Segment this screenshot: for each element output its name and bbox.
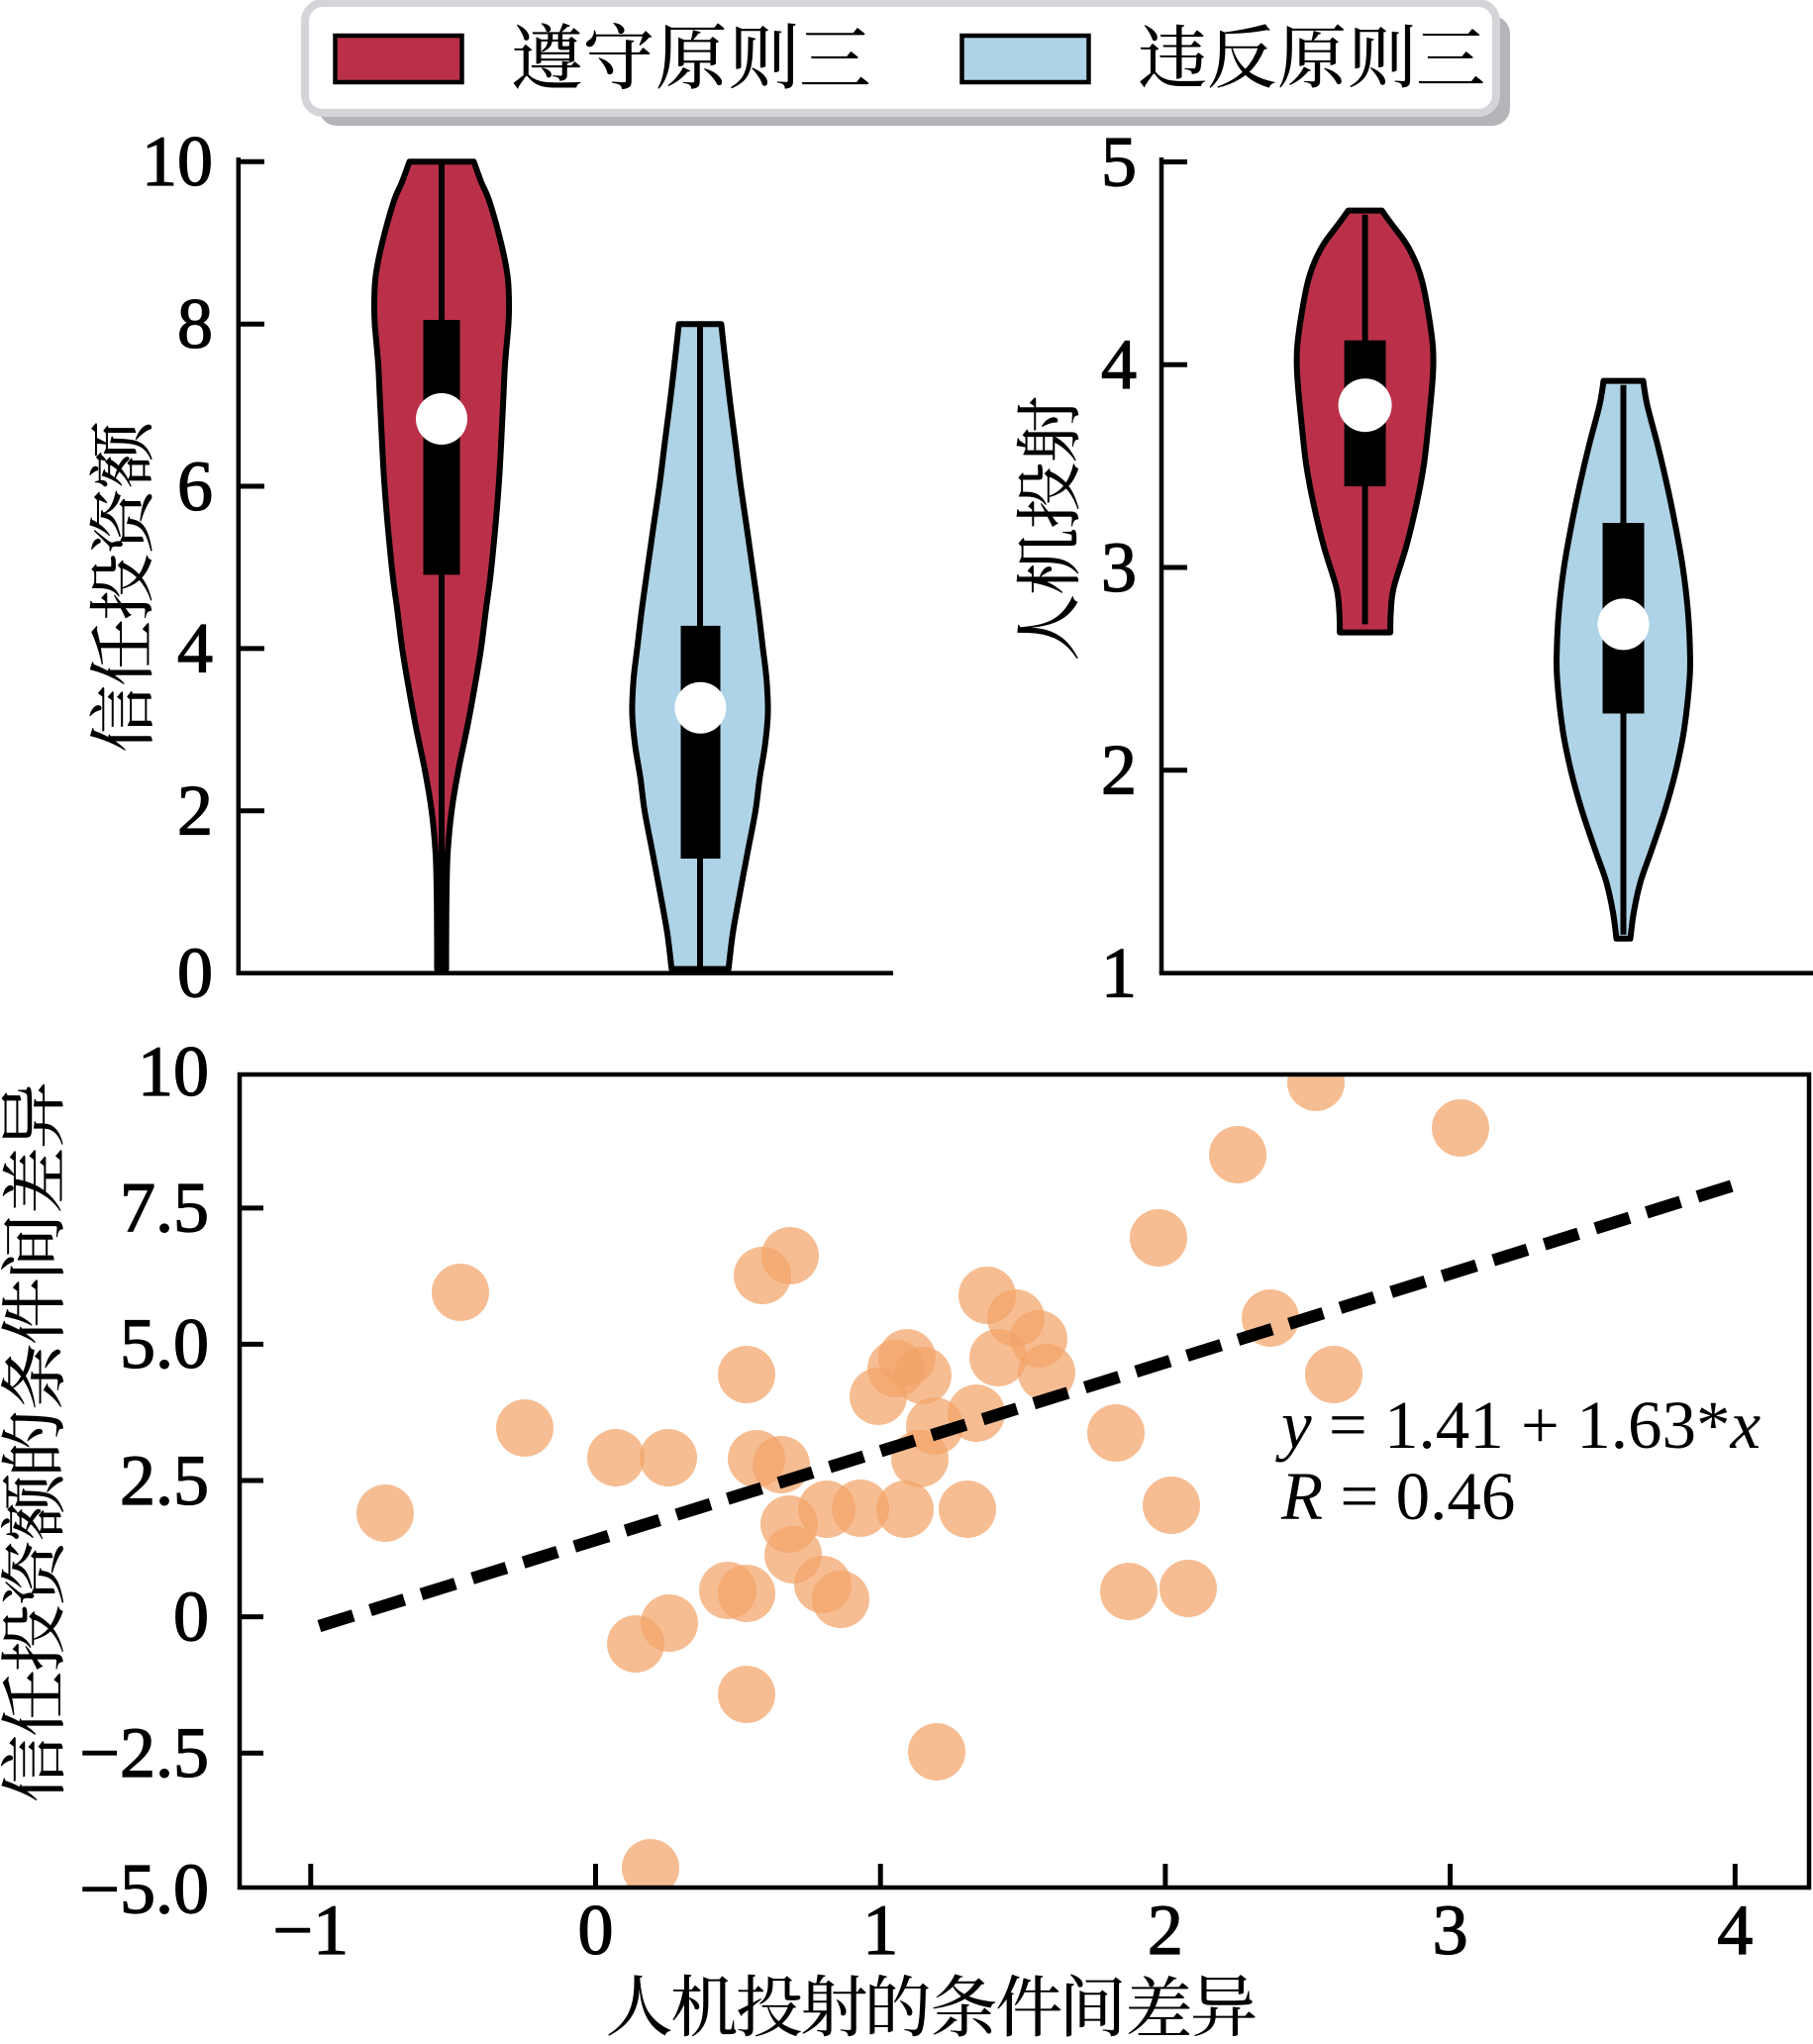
svg-text:1: 1 xyxy=(862,1891,898,1970)
svg-text:1: 1 xyxy=(1101,933,1137,1012)
svg-text:10: 10 xyxy=(142,122,213,201)
svg-text:2: 2 xyxy=(1148,1891,1183,1970)
svg-text:R = 0.46: R = 0.46 xyxy=(1280,1459,1515,1534)
svg-text:10: 10 xyxy=(138,1032,209,1111)
svg-text:−5.0: −5.0 xyxy=(79,1850,209,1929)
svg-text:6: 6 xyxy=(177,447,213,526)
svg-text:5: 5 xyxy=(1101,122,1137,201)
svg-text:2: 2 xyxy=(177,771,213,851)
svg-text:4: 4 xyxy=(1101,325,1137,404)
svg-text:0: 0 xyxy=(177,933,213,1012)
svg-text:−1: −1 xyxy=(272,1891,349,1970)
svg-text:0: 0 xyxy=(173,1577,209,1656)
svg-text:2.5: 2.5 xyxy=(120,1441,209,1520)
svg-text:2: 2 xyxy=(1101,731,1137,810)
svg-text:5.0: 5.0 xyxy=(120,1304,209,1383)
svg-text:8: 8 xyxy=(177,284,213,363)
svg-text:3: 3 xyxy=(1433,1891,1468,1970)
svg-text:y = 1.41 + 1.63*x: y = 1.41 + 1.63*x xyxy=(1275,1387,1761,1463)
svg-text:4: 4 xyxy=(1717,1891,1753,1970)
svg-text:4: 4 xyxy=(177,609,213,688)
svg-text:3: 3 xyxy=(1101,528,1137,607)
svg-text:0: 0 xyxy=(578,1891,614,1970)
svg-text:−2.5: −2.5 xyxy=(79,1713,209,1792)
svg-text:7.5: 7.5 xyxy=(120,1169,209,1248)
